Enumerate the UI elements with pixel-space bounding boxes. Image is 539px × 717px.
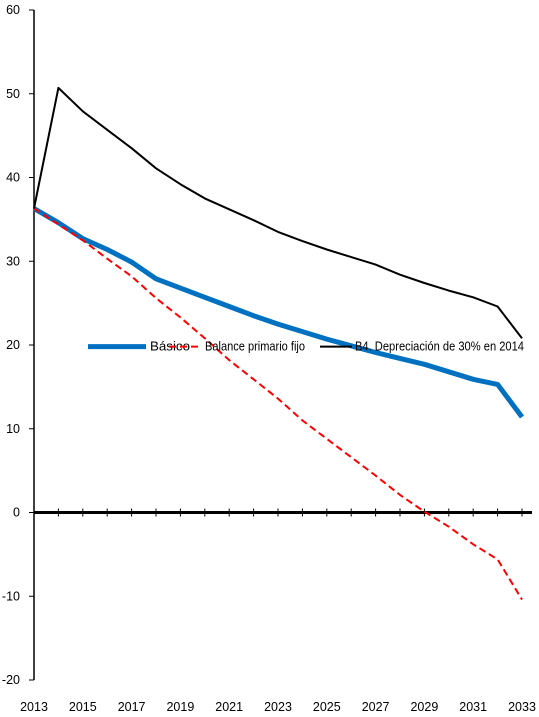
legend-label-2: Balance primario fijo [205, 340, 305, 354]
x-tick-label: 2025 [313, 700, 341, 714]
x-tick-label: 2031 [459, 700, 487, 714]
x-tick-label: 2023 [264, 700, 292, 714]
y-tick-label: 10 [6, 422, 20, 436]
x-tick-label: 2015 [69, 700, 97, 714]
y-tick-label: 50 [6, 87, 20, 101]
x-tick-label: 2033 [508, 700, 536, 714]
x-tick-label: 2021 [215, 700, 243, 714]
series-layer [32, 86, 525, 601]
x-axis: 2013 2015 2017 2019 2021 2023 2025 2027 2029 2031… [20, 508, 536, 714]
x-tick-label: 2013 [20, 700, 48, 714]
x-tick-label: 2027 [362, 700, 390, 714]
y-tick-label: 60 [6, 3, 20, 17]
y-tick-label: -10 [2, 589, 20, 603]
y-tick-label: -20 [2, 673, 20, 687]
y-tick-label: 40 [6, 171, 20, 185]
series-line-3 [33, 86, 523, 339]
legend-label-3: B4. Depreciación de 30% en 2014 [355, 340, 524, 354]
legend: Básico Balance primario fijo B4. Depreciac… [88, 340, 524, 354]
series-line-1 [32, 206, 525, 419]
x-tick-label: 2019 [166, 700, 194, 714]
y-tick-label: 0 [13, 506, 20, 520]
series-line-2 [33, 207, 523, 601]
y-tick-label: 30 [6, 254, 20, 268]
x-tick-label: 2029 [410, 700, 438, 714]
y-axis: 60 50 40 30 20 10 0 -10 -20 [2, 3, 35, 687]
y-tick-label: 20 [6, 338, 20, 352]
x-tick-label: 2017 [118, 700, 146, 714]
